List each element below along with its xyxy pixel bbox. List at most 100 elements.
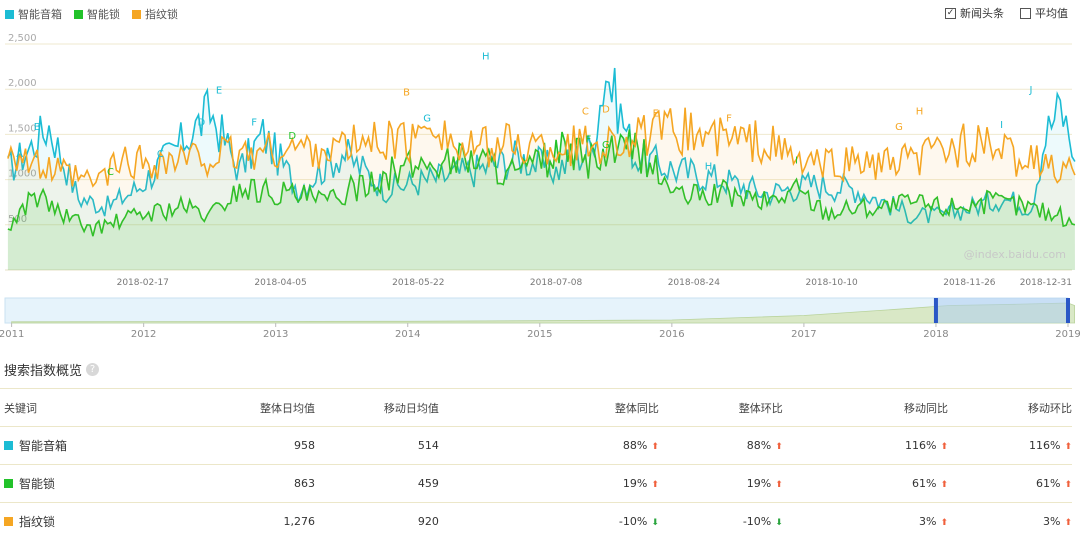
overall-yoy-cell: 19%⬆ <box>439 465 659 503</box>
series-area <box>8 108 1075 270</box>
mobile-yoy-cell: 61% ⬆ <box>783 465 948 503</box>
arrow-up-icon: ⬆ <box>775 442 783 452</box>
news-marker: H <box>482 51 490 62</box>
overall-daily-avg-value: 1,276 <box>283 515 315 528</box>
arrow-up-icon: ⬆ <box>651 442 659 452</box>
overall-daily-avg-cell: 1,276 <box>124 503 315 540</box>
mobile-qoq-value: 116% <box>1029 439 1060 452</box>
news-marker: G <box>602 140 610 151</box>
news-marker: C <box>157 149 164 160</box>
overview-handle-right[interactable] <box>1066 298 1070 323</box>
keyword-cell: 智能锁 <box>0 465 124 503</box>
arrow-up-icon: ⬆ <box>1064 518 1072 528</box>
mobile-daily-avg-value: 514 <box>418 439 439 452</box>
arrow-down-icon: ⬇ <box>775 518 783 528</box>
news-marker: H <box>916 107 924 118</box>
keyword-box: 智能锁 <box>4 475 124 492</box>
overview-tick-label: 2015 <box>527 329 552 340</box>
overview-tick-label: 2013 <box>263 329 288 340</box>
x-tick-label: 2018-02-17 <box>117 278 169 288</box>
summary-title: 搜索指数概览 ? <box>4 360 99 379</box>
news-marker: D <box>602 105 610 116</box>
header-keyword: 关键词 <box>0 389 124 427</box>
overview-tick-label: 2014 <box>395 329 420 340</box>
news-marker: B <box>34 122 41 133</box>
table-header-row: 关键词 整体日均值 移动日均值 整体同比 整体环比 移动同比 移动环比 <box>0 389 1072 427</box>
news-marker: B <box>403 88 410 99</box>
news-marker: G <box>895 122 903 133</box>
news-marker: F <box>726 114 732 125</box>
overall-qoq-cell: 19% ⬆ <box>659 465 783 503</box>
x-tick-label: 2018-10-10 <box>805 278 858 288</box>
mobile-qoq-value: 61% <box>1036 477 1060 490</box>
overall-qoq-value: 19% <box>747 477 771 490</box>
mobile-daily-avg-cell: 920 <box>315 503 439 540</box>
news-marker: E <box>653 108 659 119</box>
arrow-up-icon: ⬆ <box>1064 480 1072 490</box>
arrow-up-icon: ⬆ <box>940 442 948 452</box>
news-marker: C <box>107 167 114 178</box>
mobile-qoq-value: 3% <box>1043 515 1060 528</box>
overall-daily-avg-cell: 958 <box>124 427 315 465</box>
mobile-daily-avg-value: 459 <box>418 477 439 490</box>
news-marker: F <box>251 117 257 128</box>
overall-qoq-cell: 88% ⬆ <box>659 427 783 465</box>
overview-tick-label: 2012 <box>131 329 156 340</box>
arrow-up-icon: ⬆ <box>775 480 783 490</box>
news-marker: J <box>1028 85 1032 96</box>
mobile-yoy-value: 3% <box>919 515 936 528</box>
mobile-qoq-cell: 116% ⬆ <box>948 427 1072 465</box>
arrow-down-icon: ⬇ <box>651 518 659 528</box>
news-marker: A <box>16 149 23 160</box>
header-mobile-qoq: 移动环比 <box>948 389 1072 427</box>
header-mobile-yoy: 移动同比 <box>783 389 948 427</box>
y-tick-label: 2,500 <box>8 33 37 44</box>
header-overall-qoq: 整体环比 <box>659 389 783 427</box>
overview-tick-label: 2011 <box>0 329 24 340</box>
mobile-yoy-value: 61% <box>912 477 936 490</box>
keyword-cell: 指纹锁 <box>0 503 124 540</box>
x-tick-label: 2018-05-22 <box>392 278 444 288</box>
news-marker: D <box>198 117 206 128</box>
x-tick-label: 2018-11-26 <box>943 278 996 288</box>
overview-selection <box>936 298 1068 323</box>
keyword-box: 智能音箱 <box>4 437 124 454</box>
y-tick-label: 1,500 <box>8 123 37 134</box>
keyword-label: 智能音箱 <box>19 437 67 454</box>
overview-tick-label: 2019 <box>1055 329 1080 340</box>
news-marker: H <box>705 162 713 173</box>
overall-yoy-value: 19% <box>623 477 647 490</box>
overall-qoq-cell: -10% ⬇ <box>659 503 783 540</box>
arrow-up-icon: ⬆ <box>940 518 948 528</box>
news-marker: I <box>795 155 798 166</box>
keyword-swatch <box>4 517 13 526</box>
help-icon[interactable]: ? <box>86 363 99 376</box>
keyword-box: 指纹锁 <box>4 513 124 530</box>
overall-qoq-value: 88% <box>747 439 771 452</box>
mobile-yoy-cell: 3% ⬆ <box>783 503 948 540</box>
keyword-label: 智能锁 <box>19 475 55 492</box>
news-marker: D <box>288 131 296 142</box>
x-tick-label: 2018-04-05 <box>254 278 306 288</box>
x-tick-label: 2018-07-08 <box>530 278 583 288</box>
news-marker: I <box>1000 120 1003 131</box>
keyword-swatch <box>4 441 13 450</box>
arrow-up-icon: ⬆ <box>1064 442 1072 452</box>
header-mobile-daily-avg: 移动日均值 <box>315 389 439 427</box>
watermark: @index.baidu.com <box>964 248 1066 261</box>
overall-daily-avg-value: 863 <box>294 477 315 490</box>
mobile-yoy-cell: 116%⬆ <box>783 427 948 465</box>
keyword-label: 指纹锁 <box>19 513 55 530</box>
news-marker: C <box>582 107 589 118</box>
keyword-swatch <box>4 479 13 488</box>
arrow-up-icon: ⬆ <box>940 480 948 490</box>
overview-tick-label: 2017 <box>791 329 816 340</box>
x-tick-label: 2018-08-24 <box>668 278 721 288</box>
overall-qoq-value: -10% <box>743 515 771 528</box>
overview-tick-label: 2018 <box>923 329 948 340</box>
overview-handle-left[interactable] <box>934 298 938 323</box>
